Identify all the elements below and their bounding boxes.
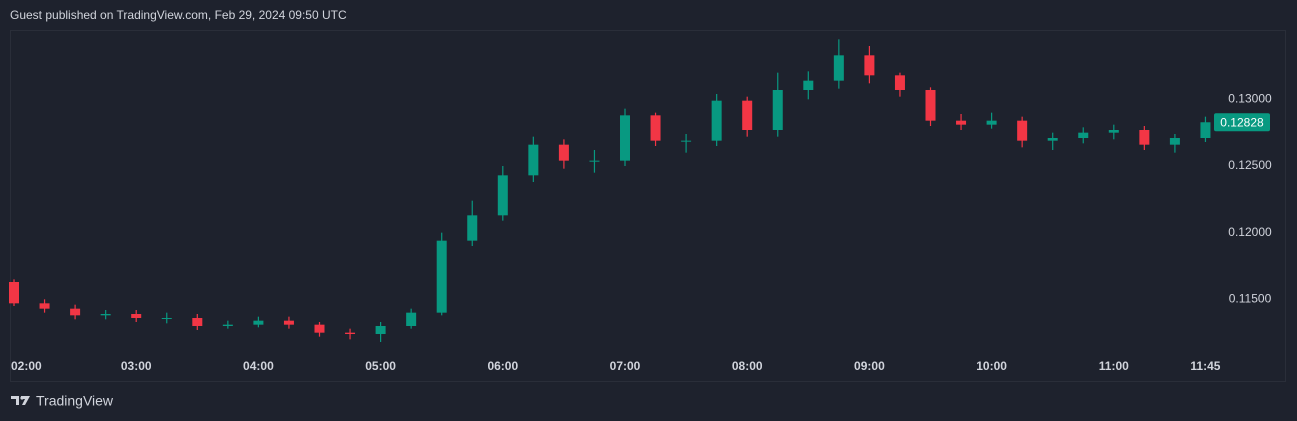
x-tick-label: 03:00 [121,359,152,373]
y-tick-label: 0.11500 [1229,292,1272,306]
x-tick-label: 06:00 [487,359,518,373]
candle-body [131,314,142,318]
candle-body [253,320,264,325]
candle-body [711,100,722,141]
candle-body [1200,122,1211,138]
x-tick-label: 09:00 [854,359,885,373]
candle-body [161,318,172,319]
candle-body [772,90,783,130]
candle-body [283,320,294,325]
candle-body [39,303,50,309]
candle-body [894,75,905,90]
candle-body [9,282,19,304]
logo-icon [11,396,30,405]
candle-body [833,55,844,81]
x-tick-label: 02:00 [11,359,42,373]
header-text: Guest published on TradingView.com, Feb … [10,8,347,22]
x-tick-label: 05:00 [365,359,396,373]
candle-body [620,115,630,161]
candle-body [864,55,875,76]
brand: TradingView [36,393,114,409]
candle-body [1017,120,1028,141]
candle-body [956,120,967,125]
candle-body [345,332,356,334]
candle-body [100,314,111,316]
x-tick-label: 11:45 [1190,359,1220,373]
candle-body [436,240,447,313]
candle-body [1139,130,1150,145]
candle-body [742,100,753,130]
last-price-label: 0.12828 [1220,115,1264,129]
candle-body [1078,132,1089,138]
candle-body [406,312,417,326]
candle-body [70,308,81,316]
logo [11,396,30,405]
candle-body [589,160,600,162]
x-tick-label: 10:00 [976,359,1007,373]
candle-body [192,318,203,326]
candle-body [497,175,508,216]
x-tick-label: 07:00 [610,359,641,373]
candle-body [650,115,661,141]
x-tick-label: 04:00 [243,359,274,373]
candle-body [375,326,386,334]
candle-body [681,140,692,142]
candle-body [467,215,478,241]
x-tick-label: 08:00 [732,359,763,373]
plot-frame [10,30,1286,382]
candle-body [314,324,325,333]
last-price-box [1214,113,1270,132]
candle-body [803,80,814,90]
candle-body [558,144,569,161]
candle-body [986,120,997,125]
logo-dot [20,396,24,400]
y-tick-label: 0.13000 [1228,92,1272,106]
candle-body [925,90,936,121]
x-tick-label: 11:00 [1099,359,1129,373]
candle-body [528,144,539,176]
candle-body [222,324,233,326]
candle-body [1108,130,1119,133]
candle-body [1169,138,1180,145]
y-tick-label: 0.12000 [1228,225,1272,239]
y-tick-label: 0.12500 [1228,158,1272,172]
candle-body [1047,138,1058,141]
